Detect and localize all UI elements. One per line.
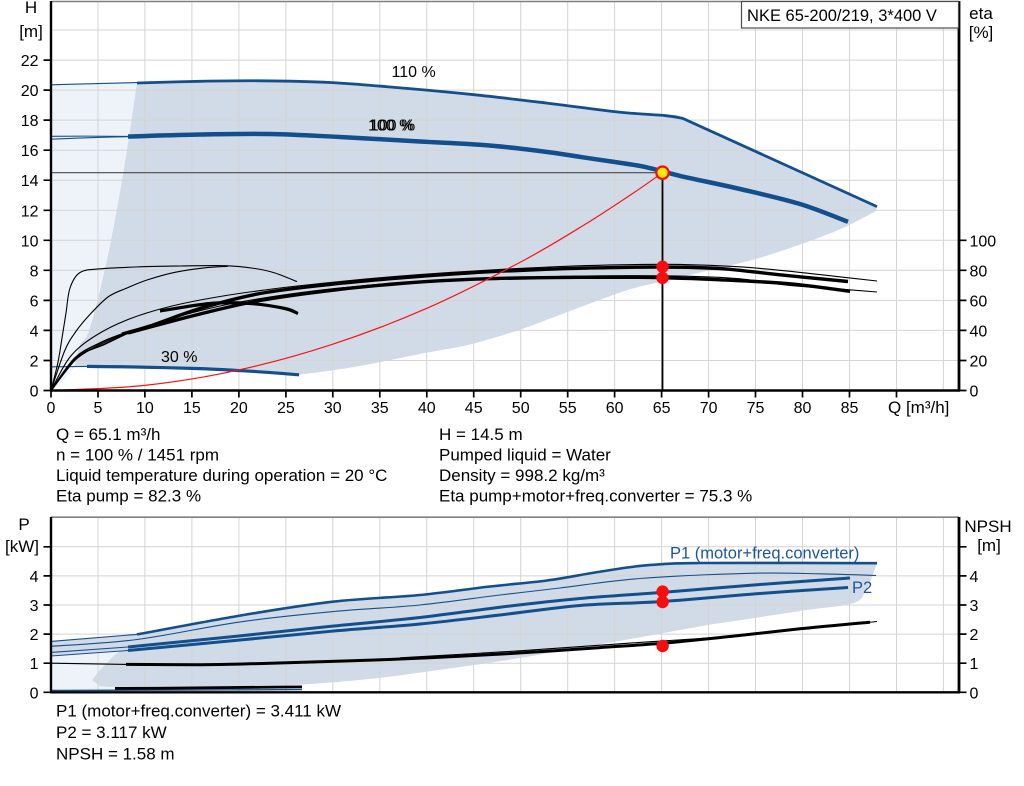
svg-text:Density = 998.2 kg/m³: Density = 998.2 kg/m³	[439, 466, 605, 485]
svg-text:80: 80	[794, 400, 812, 417]
svg-text:4: 4	[30, 569, 39, 586]
svg-text:16: 16	[21, 143, 39, 160]
svg-text:65: 65	[653, 400, 671, 417]
svg-text:40: 40	[970, 323, 988, 340]
svg-text:12: 12	[21, 203, 39, 220]
svg-text:20: 20	[230, 400, 248, 417]
svg-text:P: P	[18, 515, 29, 534]
svg-text:1: 1	[30, 656, 39, 673]
svg-text:100: 100	[970, 233, 997, 250]
svg-text:70: 70	[700, 400, 718, 417]
svg-text:P2 = 3.117 kW: P2 = 3.117 kW	[56, 723, 167, 742]
svg-text:22: 22	[21, 53, 39, 70]
svg-text:18: 18	[21, 113, 39, 130]
svg-text:8: 8	[30, 263, 39, 280]
svg-text:[m]: [m]	[19, 22, 43, 41]
svg-text:35: 35	[371, 400, 389, 417]
svg-text:[%]: [%]	[969, 23, 994, 42]
svg-text:2: 2	[30, 627, 39, 644]
svg-text:Q [m³/h]: Q [m³/h]	[888, 398, 949, 417]
svg-text:45: 45	[465, 400, 483, 417]
svg-text:100 %: 100 %	[370, 118, 415, 135]
svg-text:5: 5	[94, 400, 103, 417]
svg-text:H = 14.5 m: H = 14.5 m	[439, 425, 523, 444]
svg-text:Eta pump = 82.3 %: Eta pump = 82.3 %	[56, 487, 201, 506]
svg-text:H: H	[25, 0, 37, 17]
svg-text:P1 (motor+freq.converter) = 3.: P1 (motor+freq.converter) = 3.411 kW	[56, 702, 341, 721]
svg-text:10: 10	[136, 400, 154, 417]
svg-text:2: 2	[970, 627, 979, 644]
svg-text:6: 6	[30, 293, 39, 310]
svg-text:eta: eta	[969, 4, 993, 23]
svg-text:P1 (motor+freq.converter): P1 (motor+freq.converter)	[670, 545, 859, 563]
svg-text:15: 15	[183, 400, 201, 417]
svg-text:60: 60	[606, 400, 624, 417]
svg-text:3: 3	[30, 598, 39, 615]
svg-text:4: 4	[970, 569, 979, 586]
svg-text:40: 40	[418, 400, 436, 417]
svg-text:80: 80	[970, 263, 988, 280]
svg-text:75: 75	[747, 400, 765, 417]
svg-text:NKE 65-200/219, 3*400 V: NKE 65-200/219, 3*400 V	[747, 7, 937, 25]
svg-text:0: 0	[30, 384, 39, 401]
svg-text:20: 20	[21, 83, 39, 100]
svg-text:Liquid temperature during oper: Liquid temperature during operation = 20…	[56, 466, 387, 485]
svg-text:85: 85	[841, 400, 859, 417]
svg-text:10: 10	[21, 233, 39, 250]
svg-text:25: 25	[277, 400, 295, 417]
svg-text:P2: P2	[852, 579, 872, 597]
svg-text:[kW]: [kW]	[5, 537, 39, 556]
svg-text:0: 0	[30, 685, 39, 702]
svg-text:1: 1	[970, 656, 979, 673]
svg-text:0: 0	[970, 384, 979, 401]
svg-text:Q = 65.1 m³/h: Q = 65.1 m³/h	[56, 425, 160, 444]
svg-text:0: 0	[47, 400, 56, 417]
svg-text:30: 30	[324, 400, 342, 417]
svg-text:4: 4	[30, 323, 39, 340]
svg-text:0: 0	[970, 685, 979, 702]
svg-text:NPSH: NPSH	[964, 517, 1011, 536]
svg-text:60: 60	[970, 293, 988, 310]
svg-text:20: 20	[970, 354, 988, 371]
svg-text:55: 55	[559, 400, 577, 417]
svg-text:Pumped liquid = Water: Pumped liquid = Water	[439, 446, 611, 465]
svg-text:2: 2	[30, 354, 39, 371]
svg-text:100 %: 100 %	[368, 118, 413, 135]
svg-text:14: 14	[21, 173, 39, 190]
svg-text:3: 3	[970, 598, 979, 615]
svg-text:50: 50	[512, 400, 530, 417]
svg-text:110 %: 110 %	[392, 64, 436, 81]
svg-text:Eta pump+motor+freq.converter: Eta pump+motor+freq.converter = 75.3 %	[439, 487, 752, 506]
svg-text:30 %: 30 %	[161, 349, 197, 366]
svg-text:NPSH = 1.58 m: NPSH = 1.58 m	[56, 745, 175, 764]
svg-text:n = 100 % / 1451 rpm: n = 100 % / 1451 rpm	[56, 446, 219, 465]
svg-text:[m]: [m]	[977, 536, 1001, 555]
